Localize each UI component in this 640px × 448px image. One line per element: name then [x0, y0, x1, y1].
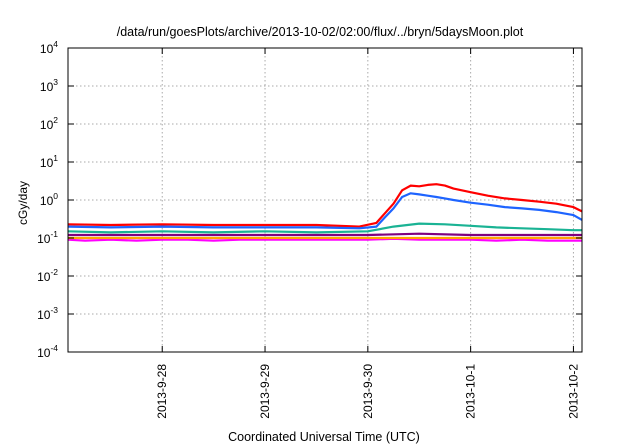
y-tick-label: 10-4	[37, 343, 58, 360]
x-tick-label: 2013-9-29	[258, 364, 272, 419]
series-line-1	[67, 237, 582, 242]
y-tick-label: 10-3	[37, 305, 58, 322]
x-tick-label: 2013-9-30	[361, 364, 375, 419]
series-line-6	[67, 192, 583, 230]
ticks: 10-4 10-3 10-2 10-1 100 101 102 103 104 2013-9-28…	[37, 39, 582, 419]
y-tick-label: 10-2	[37, 267, 58, 284]
grid	[68, 48, 582, 352]
y-tick-label: 103	[40, 77, 58, 94]
series-line-4	[68, 232, 582, 237]
y-tick-label: 10-1	[37, 229, 58, 246]
y-tick-label: 100	[40, 191, 58, 208]
y-tick-label: 101	[40, 153, 58, 170]
y-tick-label: 102	[40, 115, 58, 132]
series-line-3	[67, 222, 582, 234]
x-axis-title: Coordinated Universal Time (UTC)	[228, 430, 420, 444]
x-tick-label: 2013-10-1	[464, 364, 478, 419]
series-layer	[67, 183, 583, 242]
series-line-5	[67, 183, 583, 228]
y-axis-title: cGy/day	[16, 181, 30, 225]
y-tick-label: 104	[40, 39, 58, 56]
chart-title: /data/run/goesPlots/archive/2013-10-02/0…	[117, 25, 524, 39]
x-tick-label: 2013-10-2	[566, 364, 580, 419]
x-tick-label: 2013-9-28	[155, 364, 169, 419]
